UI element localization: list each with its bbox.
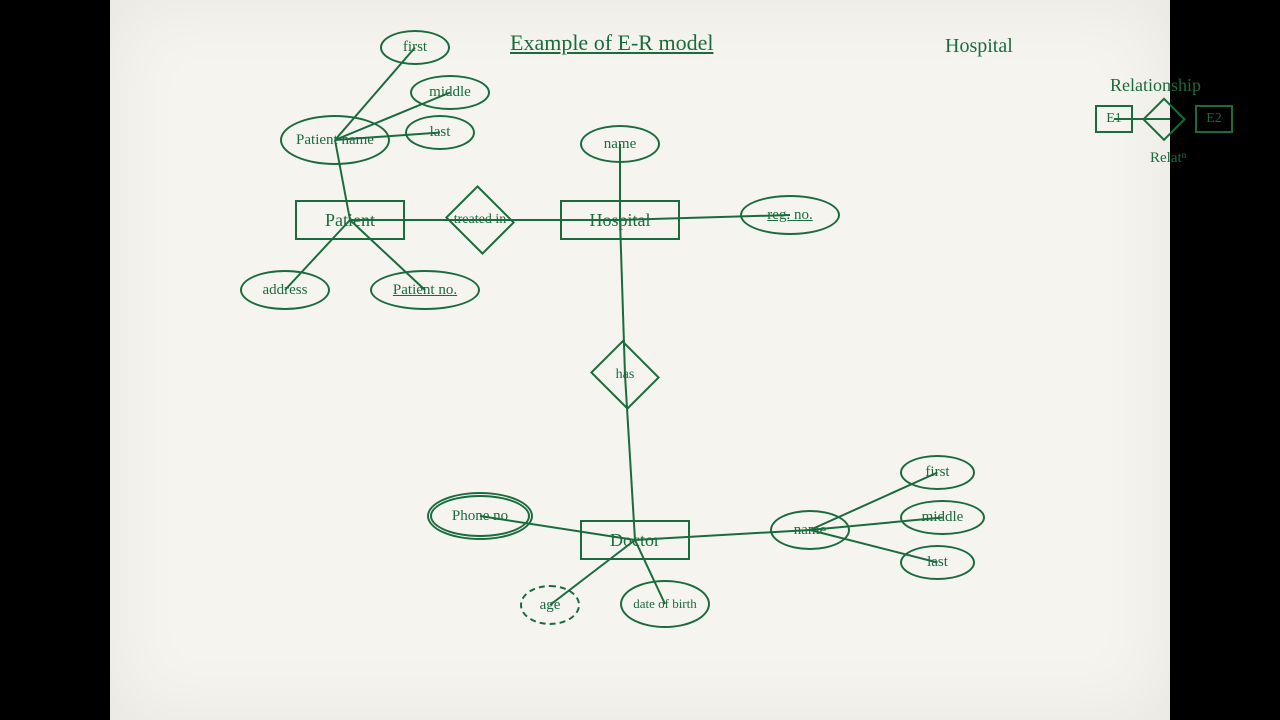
paper-surface: Example of E-R modelHospitalRelationship… — [110, 0, 1170, 720]
node-patient: Patient — [295, 200, 405, 240]
node-dob: date of birth — [620, 580, 710, 628]
node-label-pn_first: first — [403, 39, 427, 56]
node-patient_no: Patient no. — [370, 270, 480, 310]
node-doc_name: name — [770, 510, 850, 550]
title-legend: Relationship — [1110, 75, 1201, 96]
node-dn_last: last — [900, 545, 975, 580]
node-label-treated_in: treated in — [454, 212, 506, 228]
title-main: Example of E-R model — [510, 30, 713, 56]
node-label-doctor: Doctor — [610, 530, 660, 551]
title-context: Hospital — [945, 35, 1013, 58]
node-label-pn_middle: middle — [429, 84, 471, 101]
title-legend2: Relatⁿ — [1150, 150, 1186, 167]
node-label-doc_name: name — [794, 522, 826, 539]
node-label-patient: Patient — [325, 210, 375, 231]
node-label-dn_middle: middle — [922, 509, 964, 526]
node-patient_name: Patient name — [280, 115, 390, 165]
node-label-patient_name: Patient name — [296, 132, 374, 149]
node-doctor: Doctor — [580, 520, 690, 560]
node-label-phone_no: Phone no — [452, 508, 508, 525]
node-label-dob: date of birth — [633, 596, 697, 612]
node-label-age: age — [540, 597, 561, 614]
node-pn_last: last — [405, 115, 475, 150]
node-has: has — [590, 345, 660, 405]
node-reg_no: reg. no. — [740, 195, 840, 235]
node-age: age — [520, 585, 580, 625]
node-label-address: address — [263, 282, 308, 299]
node-label-hosp_name: name — [604, 136, 636, 153]
node-label-has: has — [616, 367, 635, 383]
node-address: address — [240, 270, 330, 310]
node-label-patient_no: Patient no. — [393, 282, 457, 299]
node-treated_in: treated in — [445, 190, 515, 250]
node-dn_first: first — [900, 455, 975, 490]
node-e2: E2 — [1195, 105, 1233, 133]
node-hosp_name: name — [580, 125, 660, 163]
node-pn_middle: middle — [410, 75, 490, 110]
node-label-dn_first: first — [925, 464, 949, 481]
node-label-hospital: Hospital — [590, 210, 651, 231]
node-label-dn_last: last — [927, 554, 948, 571]
node-pn_first: first — [380, 30, 450, 65]
node-label-reg_no: reg. no. — [767, 207, 812, 224]
node-hospital: Hospital — [560, 200, 680, 240]
node-dn_middle: middle — [900, 500, 985, 535]
node-e1: E1 — [1095, 105, 1133, 133]
node-rel — [1145, 100, 1183, 138]
node-label-e2: E2 — [1206, 111, 1222, 127]
node-label-e1: E1 — [1106, 111, 1122, 127]
node-label-pn_last: last — [430, 124, 451, 141]
node-phone_no: Phone no — [430, 495, 530, 537]
